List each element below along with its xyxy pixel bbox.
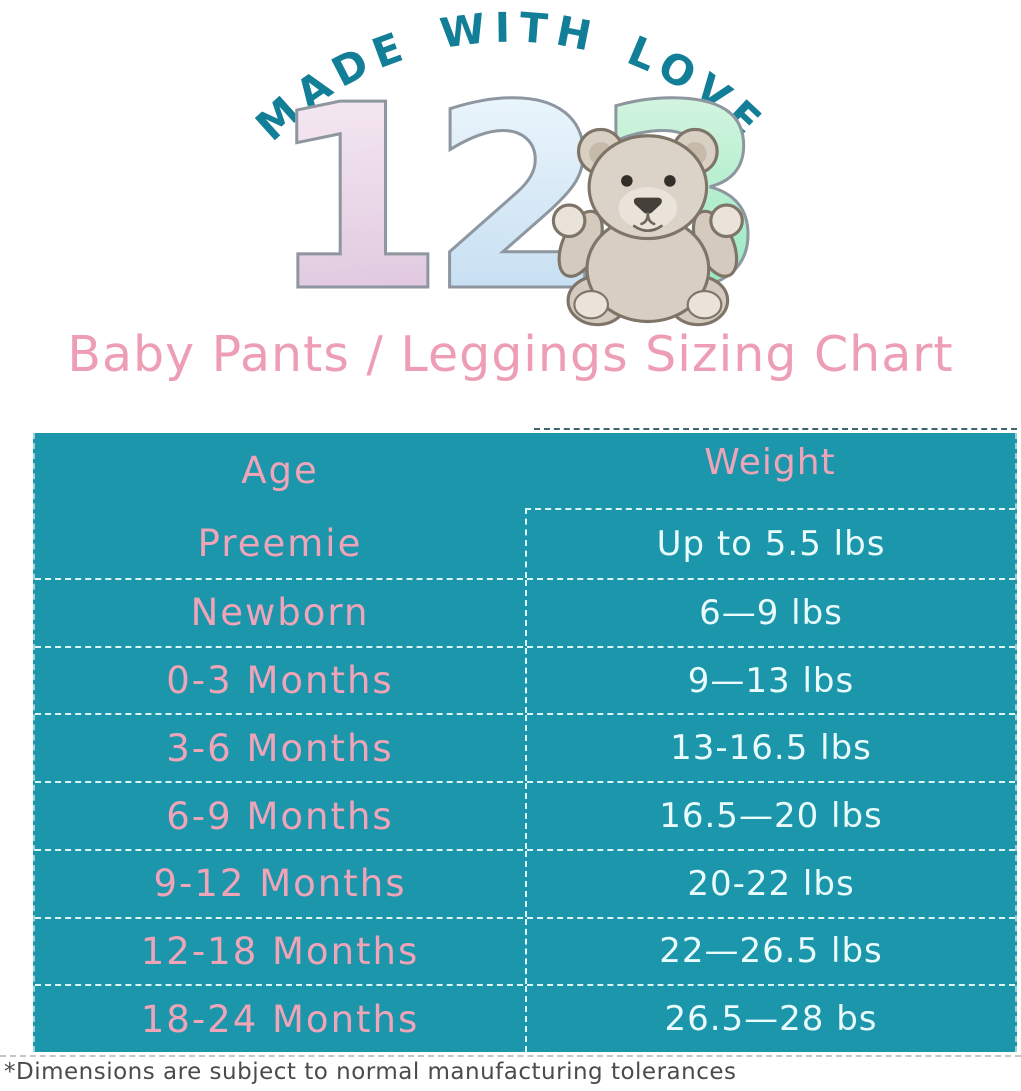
table-header-row: Age Weight — [35, 433, 1015, 508]
age-cell: 12-18 Months — [140, 929, 420, 973]
weight-cell: 22—26.5 lbs — [525, 918, 1015, 985]
table-bottom-dash — [0, 1055, 1021, 1057]
weight-cell: 20-22 lbs — [525, 850, 1015, 917]
table-row: 6-9 Months 16.5—20 lbs — [35, 781, 1015, 849]
weight-cell: 9—13 lbs — [525, 647, 1015, 714]
weight-column-top-dash — [534, 428, 1017, 430]
logo-digit-1: 1 — [266, 51, 446, 348]
weight-cell: 16.5—20 lbs — [525, 783, 1015, 849]
column-header-weight: Weight — [704, 442, 836, 483]
teddy-bear-icon — [551, 127, 744, 327]
table-row: 0-3 Months 9—13 lbs — [35, 645, 1015, 714]
weight-cell: 26.5—28 bs — [525, 986, 1015, 1053]
weight-cell: 6—9 lbs — [525, 580, 1015, 646]
weight-cell: Up to 5.5 lbs — [525, 508, 1015, 578]
age-cell: 0-3 Months — [166, 659, 394, 703]
age-cell: 18-24 Months — [140, 997, 420, 1041]
page-title: Baby Pants / Leggings Sizing Chart — [67, 326, 954, 383]
table-row: Preemie Up to 5.5 lbs — [35, 508, 1015, 578]
age-cell: 3-6 Months — [166, 726, 394, 770]
table-row: Newborn 6—9 lbs — [35, 578, 1015, 646]
footnote-text: *Dimensions are subject to normal manufa… — [4, 1059, 737, 1085]
table-row: 18-24 Months 26.5—28 bs — [35, 984, 1015, 1053]
age-cell: Preemie — [197, 521, 363, 565]
age-cell: 6-9 Months — [166, 794, 394, 838]
weight-cell: 13-16.5 lbs — [525, 715, 1015, 782]
table-row: 3-6 Months 13-16.5 lbs — [35, 713, 1015, 782]
age-cell: 9-12 Months — [153, 862, 407, 906]
column-header-age: Age — [241, 449, 319, 492]
table-row: 12-18 Months 22—26.5 lbs — [35, 916, 1015, 985]
sizing-table: Age Weight Preemie Up to 5.5 lbs Newborn… — [33, 433, 1017, 1053]
table-row: 9-12 Months 20-22 lbs — [35, 848, 1015, 917]
age-cell: Newborn — [190, 591, 370, 635]
arch-text-made-with-love: MADE WITH LOVE — [247, 3, 768, 150]
